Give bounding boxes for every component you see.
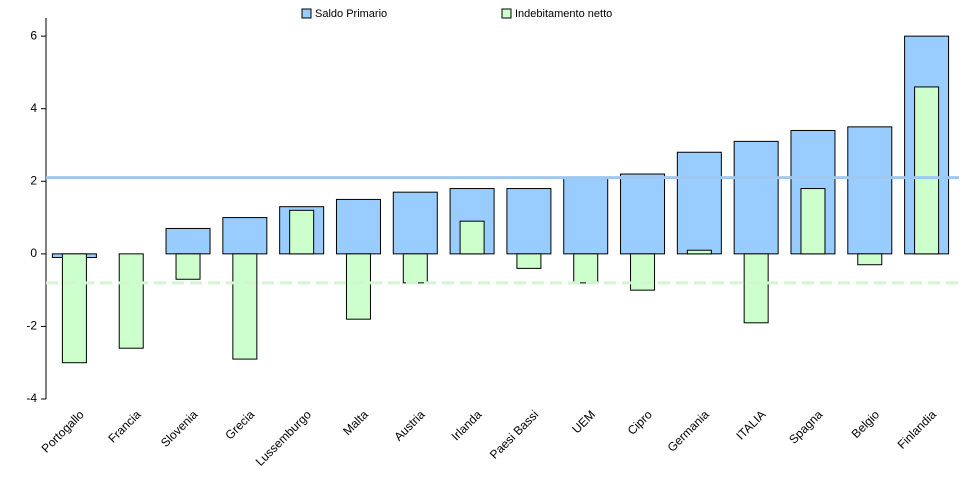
bar: [847, 126, 893, 255]
legend-swatch: [301, 8, 312, 19]
x-tick-label: Finlandia: [895, 407, 940, 452]
bar: [222, 217, 268, 255]
x-tick-label: Malta: [340, 407, 371, 438]
bar: [289, 209, 315, 255]
y-tick-label: 0: [30, 246, 37, 260]
bar: [733, 140, 779, 255]
legend-label: Indebitamento netto: [515, 8, 612, 20]
x-tick-label: Irlanda: [449, 407, 485, 443]
y-tick-label: 6: [30, 28, 37, 42]
x-tick-label: ITALIA: [733, 407, 768, 442]
y-tick-label: 4: [30, 101, 37, 115]
bar: [345, 253, 371, 320]
bar: [800, 188, 826, 255]
y-tick-label: 2: [30, 173, 37, 187]
bar: [516, 253, 542, 269]
bar: [165, 227, 211, 255]
bar: [335, 198, 381, 255]
x-tick-label: Portogallo: [39, 407, 87, 455]
bar: [630, 253, 656, 291]
x-tick-label: Lussemburgo: [253, 407, 315, 469]
x-tick-label: Paesi Bassi: [487, 407, 541, 461]
bar: [676, 151, 722, 255]
bar: [506, 188, 552, 255]
bar: [563, 177, 609, 255]
x-tick-label: Belgio: [849, 407, 883, 441]
x-tick-label: Cipro: [625, 407, 655, 437]
y-tick-label: -4: [26, 391, 37, 405]
bar: [573, 253, 599, 284]
legend-label: Saldo Primario: [315, 8, 387, 20]
x-tick-label: Francia: [105, 407, 143, 445]
legend-swatch: [501, 8, 512, 19]
bar: [61, 253, 87, 364]
x-tick-label: Germania: [665, 407, 712, 454]
x-tick-label: Grecia: [222, 407, 257, 442]
x-tick-label: UEM: [569, 407, 598, 436]
x-tick-label: Spagna: [786, 407, 825, 446]
bar: [743, 253, 769, 324]
bar: [232, 253, 258, 360]
bar: [402, 253, 428, 284]
bar: [857, 253, 883, 266]
bar: [175, 253, 201, 280]
bar: [914, 86, 940, 255]
bar: [686, 249, 712, 255]
x-tick-label: Austria: [391, 407, 428, 444]
bar: [620, 173, 666, 255]
x-tick-label: Slovenia: [158, 407, 201, 450]
bar: [392, 191, 438, 255]
y-tick-label: -2: [26, 319, 37, 333]
bar: [118, 253, 144, 349]
bar: [459, 220, 485, 255]
